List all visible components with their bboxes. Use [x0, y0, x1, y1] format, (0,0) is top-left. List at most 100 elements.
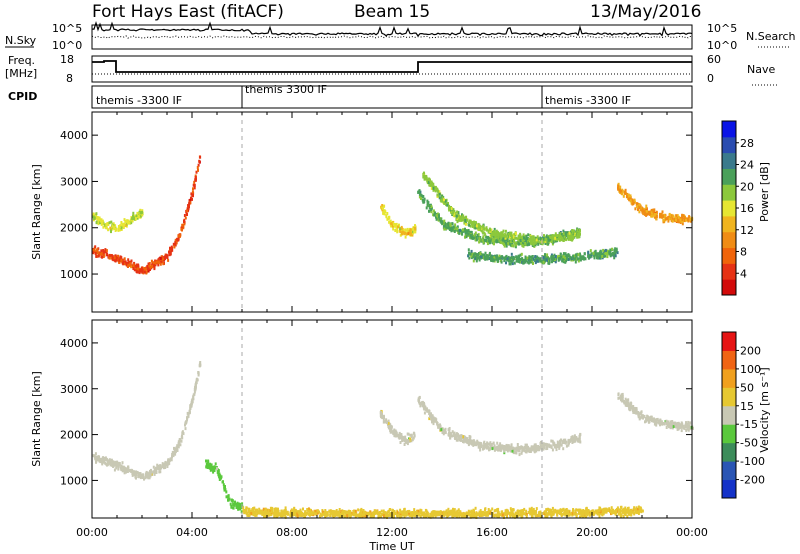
data-point-power-marks-6-213 [675, 218, 677, 222]
data-point-vel-marks-2-814 [580, 509, 583, 513]
data-point-vel-marks-3-57 [410, 435, 413, 439]
data-point-vel-marks-2-691 [598, 513, 601, 517]
data-point-vel-marks-2-1000 [457, 508, 460, 512]
data-point-vel-marks-2-1333 [601, 512, 604, 516]
data-point-vel-marks-0-350 [162, 464, 164, 468]
data-point-vel-marks-2-1226 [278, 513, 281, 516]
data-point-power-marks-5-321 [532, 257, 535, 261]
data-point-vel-marks-3-111 [389, 429, 392, 433]
data-point-power-marks-0-225 [159, 258, 162, 262]
data-point-vel-marks-2-298 [574, 509, 577, 513]
data-point-vel-marks-0-314 [123, 469, 126, 473]
data-point-vel-marks-2-982 [392, 515, 395, 519]
data-point-vel-marks-2-1219 [533, 511, 536, 515]
data-point-power-marks-5-343 [555, 257, 558, 261]
data-point-power-marks-3-384 [502, 236, 505, 240]
data-point-vel-marks-2-1200 [283, 510, 286, 514]
noise-left-tick-bottom: 10^0 [52, 39, 82, 52]
data-point-power-marks-5-226 [521, 260, 524, 264]
data-point-vel-marks-0-341 [145, 472, 148, 476]
data-point-vel-marks-1-111 [209, 464, 211, 468]
data-point-power-marks-5-500 [596, 255, 599, 259]
data-point-power-marks-5-483 [546, 256, 549, 260]
data-point-power-marks-5-108 [562, 252, 565, 256]
data-point-vel-marks-2-926 [537, 512, 540, 516]
cpid-segment-2: themis 3300 IF [245, 83, 327, 96]
data-point-power-marks-5-460 [500, 255, 503, 259]
data-point-vel-marks-2-786 [417, 509, 420, 513]
data-point-vel-marks-2-1288 [314, 512, 317, 516]
data-point-power-marks-2-14 [394, 229, 397, 232]
data-point-vel-marks-3-10 [410, 439, 413, 443]
data-point-vel-marks-2-1027 [435, 512, 438, 516]
data-point-vel-marks-2-1342 [306, 508, 309, 511]
data-point-power-marks-4-491 [517, 237, 520, 241]
data-point-power-marks-5-172 [519, 260, 522, 264]
data-point-power-marks-2-75 [405, 232, 408, 236]
data-point-vel-marks-1-118 [235, 503, 238, 507]
data-point-vel-marks-2-77 [338, 508, 341, 511]
data-point-power-marks-3-260 [482, 235, 485, 239]
data-point-power-marks-5-491 [574, 253, 577, 257]
data-point-vel-marks-4-431 [490, 443, 493, 446]
data-point-power-marks-3-453 [509, 240, 512, 244]
data-point-vel-marks-2-1356 [626, 510, 629, 514]
data-point-vel-marks-4-49 [493, 444, 496, 448]
data-point-power-marks-4-416 [424, 176, 427, 180]
data-point-vel-marks-2-35 [551, 506, 554, 510]
data-point-power-marks-6-194 [662, 220, 665, 224]
data-point-power-marks-4-524 [443, 198, 445, 202]
data-point-power-marks-6-233 [619, 185, 622, 189]
data-point-vel-marks-2-883 [561, 509, 564, 512]
data-point-vel-marks-2-350 [256, 512, 259, 515]
data-point-power-marks-5-378 [602, 254, 605, 257]
data-point-power-marks-6-164 [688, 215, 691, 219]
data-point-power-marks-3-178 [482, 236, 485, 240]
data-point-power-marks-0-273 [111, 257, 114, 261]
data-point-power-marks-4-517 [469, 220, 472, 224]
data-point-vel-marks-2-1016 [426, 511, 429, 515]
data-point-power-marks-4-254 [517, 234, 520, 238]
data-point-vel-marks-2-1303 [395, 513, 398, 517]
data-point-vel-marks-2-1270 [356, 513, 359, 517]
data-point-power-marks-3-521 [509, 243, 512, 247]
data-point-power-marks-4-305 [553, 234, 556, 238]
data-point-power-marks-2-77 [391, 224, 394, 228]
data-point-power-marks-0-357 [183, 220, 185, 223]
data-point-vel-marks-0-254 [146, 475, 149, 479]
data-point-vel-marks-2-1082 [250, 509, 253, 513]
data-point-power-marks-3-369 [454, 223, 457, 227]
data-point-vel-marks-0-342 [178, 440, 181, 444]
data-point-vel-marks-2-1335 [578, 511, 580, 515]
data-point-vel-marks-0-348 [112, 461, 115, 465]
data-point-power-marks-3-489 [434, 211, 437, 215]
data-point-vel-marks-3-75 [383, 420, 386, 424]
data-point-vel-marks-0-354 [95, 457, 98, 461]
data-point-power-marks-3-221 [478, 239, 481, 243]
data-point-power-marks-5-437 [512, 256, 515, 260]
data-point-vel-marks-2-180 [445, 509, 448, 513]
data-point-vel-marks-0-154 [143, 477, 145, 481]
data-point-power-marks-4-168 [461, 213, 463, 217]
data-point-power-marks-3-442 [511, 239, 514, 243]
data-point-power-marks-6-151 [629, 194, 632, 198]
data-point-power-marks-5-80 [505, 261, 507, 265]
data-point-vel-marks-0-214 [174, 452, 177, 456]
data-point-power-marks-5-300 [534, 261, 537, 265]
data-point-vel-marks-2-1228 [412, 513, 414, 517]
data-point-power-marks-4-56 [492, 233, 495, 237]
data-point-vel-marks-2-1134 [516, 510, 519, 513]
data-point-vel-marks-2-1100 [408, 511, 411, 515]
data-point-power-marks-0-196 [127, 258, 130, 262]
power-data-points [92, 155, 694, 275]
data-point-power-marks-2-83 [388, 220, 391, 224]
data-point-vel-marks-4-224 [564, 438, 567, 442]
data-point-vel-marks-2-595 [528, 507, 531, 511]
data-point-vel-marks-4-341 [489, 441, 492, 445]
data-point-power-marks-3-515 [481, 238, 484, 242]
data-point-vel-marks-2-1293 [514, 511, 517, 515]
data-point-vel-marks-2-1277 [448, 513, 451, 517]
data-point-vel-marks-2-1113 [428, 515, 430, 519]
data-point-power-marks-0-217 [93, 248, 96, 252]
data-point-vel-marks-4-132 [499, 442, 502, 446]
